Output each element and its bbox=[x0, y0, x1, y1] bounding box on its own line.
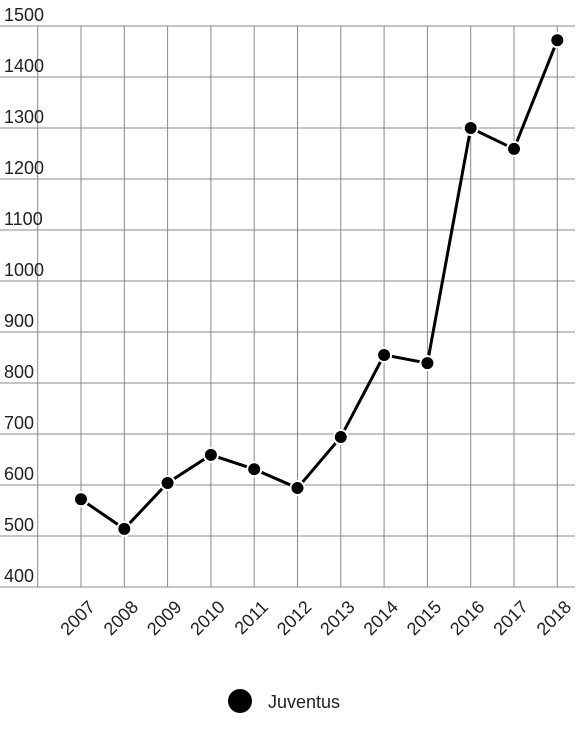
y-tick-label: 1400 bbox=[4, 56, 44, 76]
y-tick-label: 1300 bbox=[4, 107, 44, 127]
data-point bbox=[246, 461, 263, 478]
y-tick-label: 900 bbox=[4, 311, 34, 331]
data-point bbox=[549, 32, 566, 49]
x-tick-label: 2011 bbox=[231, 597, 273, 639]
x-tick-label: 2008 bbox=[100, 597, 142, 639]
x-tick-label: 2017 bbox=[489, 597, 531, 639]
x-tick-label: 2016 bbox=[446, 597, 488, 639]
data-point bbox=[116, 520, 133, 537]
y-tick-label: 700 bbox=[4, 413, 34, 433]
data-point bbox=[202, 446, 219, 463]
y-tick-label: 1000 bbox=[4, 260, 44, 280]
y-tick-label: 1500 bbox=[4, 5, 44, 25]
data-point bbox=[462, 120, 479, 136]
y-tick-label: 1200 bbox=[4, 158, 44, 178]
x-tick-label: 2014 bbox=[360, 597, 402, 639]
x-tick-label: 2018 bbox=[533, 597, 575, 639]
series-line bbox=[80, 39, 559, 531]
y-tick-label: 1100 bbox=[4, 209, 43, 229]
y-tick-label: 800 bbox=[4, 362, 34, 382]
y-tick-label: 600 bbox=[4, 464, 34, 484]
x-tick-label: 2012 bbox=[273, 597, 315, 639]
x-tick-label: 2009 bbox=[143, 597, 185, 639]
data-point bbox=[332, 429, 349, 446]
legend-marker bbox=[228, 689, 252, 713]
x-tick-label: 2013 bbox=[316, 597, 358, 639]
data-point bbox=[289, 480, 306, 497]
data-point bbox=[506, 140, 522, 157]
data-point bbox=[376, 346, 393, 363]
y-tick-label: 400 bbox=[4, 566, 34, 586]
x-tick-label: 2010 bbox=[186, 597, 228, 639]
x-tick-label: 2015 bbox=[403, 597, 445, 639]
x-tick-label: 2007 bbox=[56, 597, 98, 639]
data-point bbox=[159, 474, 176, 491]
legend-label: Juventus bbox=[268, 692, 340, 712]
y-tick-label: 500 bbox=[4, 515, 34, 535]
data-point bbox=[419, 355, 436, 372]
data-point bbox=[73, 491, 89, 508]
